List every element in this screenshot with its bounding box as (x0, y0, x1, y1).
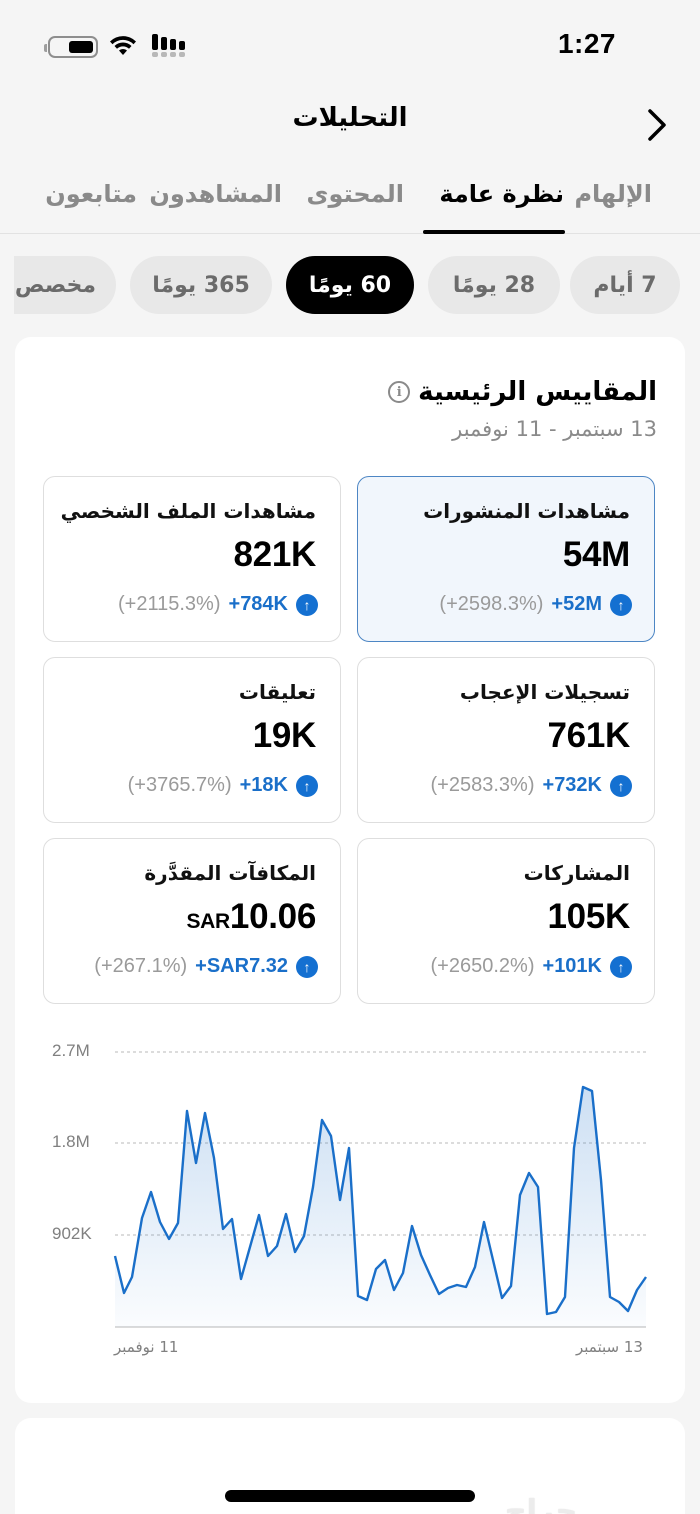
status-bar: 1:27 (0, 0, 700, 90)
chip-60-days[interactable]: 60 يومًا (286, 256, 414, 314)
metric-percent: (2583.3%+) (430, 774, 535, 796)
metric-percent: (267.1%+) (94, 955, 188, 977)
metric-card-comments[interactable]: تعليقات 19K ↑ 18K+ (3765.7%+) (43, 657, 341, 823)
watermark-logo: حراج (505, 1494, 578, 1514)
metric-change: ↑ 732K+ (2583.3%+) (431, 774, 632, 797)
arrow-up-icon: ↑ (296, 774, 318, 797)
metric-label: مشاهدات الملف الشخصي (60, 499, 316, 523)
metric-card-post-views[interactable]: مشاهدات المنشورات 54M ↑ 52M+ (2598.3%+) (357, 476, 655, 642)
nav-header: التحليلات (0, 95, 700, 155)
metric-change: ↑ 52M+ (2598.3%+) (439, 593, 632, 616)
chip-7-days[interactable]: 7 أيام (570, 256, 680, 314)
page-title: التحليلات (292, 103, 408, 133)
metric-delta: 784K+ (228, 593, 289, 615)
chip-custom[interactable]: مخصص (14, 256, 116, 314)
tab-overview[interactable]: نظرة عامة (439, 180, 564, 208)
metric-label: تعليقات (238, 680, 316, 704)
battery-icon (44, 36, 98, 58)
metric-value: 821K (233, 535, 317, 574)
arrow-up-icon: ↑ (296, 593, 318, 616)
tab-inspiration[interactable]: الإلهام (574, 180, 652, 208)
chip-365-days[interactable]: 365 يومًا (130, 256, 272, 314)
date-filter-chips: 7 أيام 28 يومًا 60 يومًا 365 يومًا مخصص (0, 256, 700, 316)
metric-card-estimated-rewards[interactable]: المكافآت المقدَّرة SAR10.06 ↑ SAR7.32+ (… (43, 838, 341, 1004)
tab-followers[interactable]: متابعون (45, 180, 137, 208)
metric-card-profile-views[interactable]: مشاهدات الملف الشخصي 821K ↑ 784K+ (2115.… (43, 476, 341, 642)
wifi-icon (110, 36, 136, 55)
chevron-right-icon (648, 109, 666, 141)
metric-value-number: 10.06 (229, 897, 316, 936)
tab-content[interactable]: المحتوى (306, 180, 404, 208)
metric-percent: (2650.2%+) (430, 955, 535, 977)
active-tab-indicator (423, 230, 565, 234)
home-indicator[interactable] (225, 1490, 475, 1502)
chip-28-days[interactable]: 28 يومًا (428, 256, 560, 314)
metric-label: تسجيلات الإعجاب (459, 680, 630, 704)
metric-delta: 52M+ (551, 593, 602, 615)
tab-bar: الإلهام نظرة عامة المحتوى المشاهدون متاب… (0, 170, 700, 234)
metric-delta: SAR7.32+ (195, 955, 288, 977)
chip-custom-label: مخصص (14, 272, 96, 298)
tab-audience[interactable]: المشاهدون (149, 180, 282, 208)
metric-percent: (2598.3%+) (439, 593, 544, 615)
key-metrics-title: المقاييس الرئيسية i (388, 377, 657, 407)
key-metrics-title-text: المقاييس الرئيسية (418, 377, 657, 407)
metric-value: 761K (547, 716, 631, 755)
metric-change: ↑ 784K+ (2115.3%+) (118, 593, 318, 616)
arrow-up-icon: ↑ (610, 955, 632, 978)
arrow-up-icon: ↑ (610, 593, 632, 616)
metric-label: المكافآت المقدَّرة (144, 861, 316, 885)
scroll-fade (0, 188, 14, 218)
metric-label: المشاركات (523, 861, 630, 885)
metric-change: ↑ 101K+ (2650.2%+) (431, 955, 632, 978)
arrow-up-icon: ↑ (296, 955, 318, 978)
metric-delta: 732K+ (542, 774, 603, 796)
metric-label: مشاهدات المنشورات (423, 499, 630, 523)
metric-value: 105K (547, 897, 631, 936)
metric-value: 19K (252, 716, 317, 755)
status-time: 1:27 (557, 28, 616, 59)
date-range: 13 سبتمبر - 11 نوفمبر (452, 417, 657, 441)
metric-value: 54M (562, 535, 630, 574)
metric-delta: 18K+ (239, 774, 288, 796)
metric-percent: (3765.7%+) (127, 774, 232, 796)
metric-change: ↑ SAR7.32+ (267.1%+) (94, 955, 318, 978)
metric-percent: (2115.3%+) (118, 593, 221, 615)
back-button[interactable] (642, 105, 672, 145)
metric-change: ↑ 18K+ (3765.7%+) (128, 774, 318, 797)
metric-card-shares[interactable]: المشاركات 105K ↑ 101K+ (2650.2%+) (357, 838, 655, 1004)
info-icon[interactable]: i (388, 381, 411, 403)
currency-code: SAR (186, 910, 230, 933)
metric-delta: 101K+ (542, 955, 603, 977)
metric-card-likes[interactable]: تسجيلات الإعجاب 761K ↑ 732K+ (2583.3%+) (357, 657, 655, 823)
metric-value: SAR10.06 (186, 897, 316, 937)
arrow-up-icon: ↑ (610, 774, 632, 797)
cellular-signal-icon (152, 34, 185, 57)
